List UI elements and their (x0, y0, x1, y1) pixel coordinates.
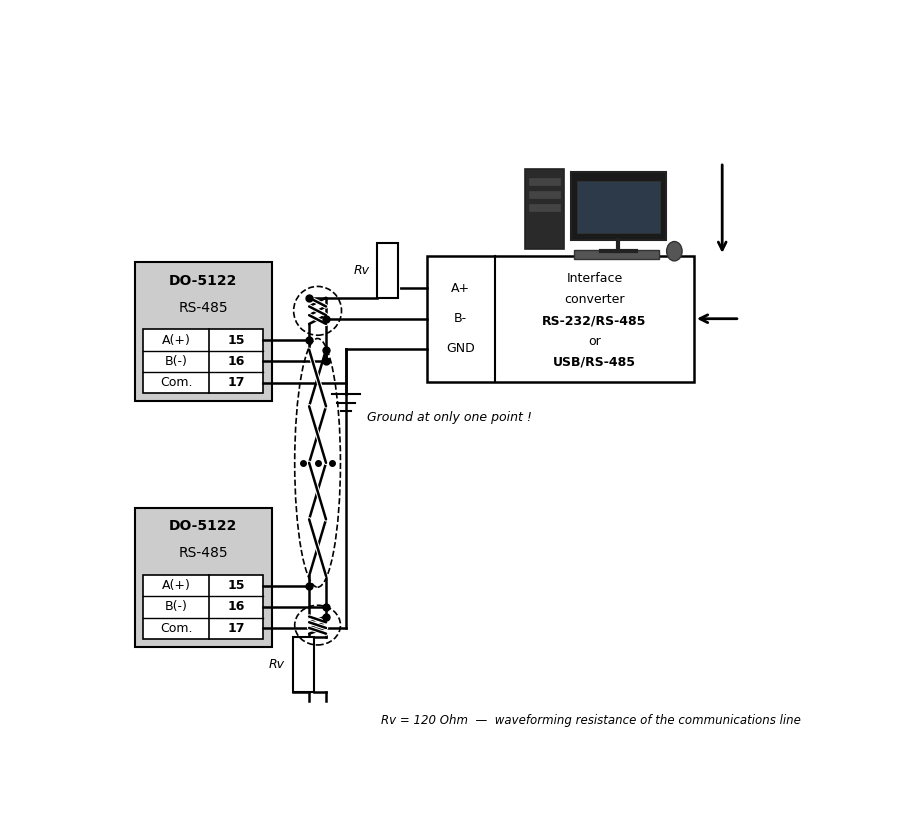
Text: RS-485: RS-485 (178, 546, 228, 560)
Ellipse shape (666, 242, 682, 261)
Bar (529, 204, 559, 211)
Text: B-: B- (454, 312, 468, 326)
Bar (378, 242, 399, 298)
Text: RS-485: RS-485 (178, 301, 228, 315)
Text: DO-5122: DO-5122 (169, 519, 237, 534)
Bar (577, 181, 660, 233)
Text: USB/RS-485: USB/RS-485 (553, 355, 636, 368)
Text: B(-): B(-) (164, 601, 188, 613)
Bar (529, 191, 559, 197)
Text: Com.: Com. (160, 622, 192, 634)
Bar (529, 178, 559, 185)
Text: 15: 15 (228, 334, 245, 347)
Bar (293, 637, 314, 692)
Text: Rv = 120 Ohm  —  waveforming resistance of the communications line: Rv = 120 Ohm — waveforming resistance of… (381, 714, 801, 727)
Bar (525, 169, 564, 249)
Text: Ground at only one point !: Ground at only one point ! (367, 411, 532, 424)
Text: GND: GND (447, 342, 475, 356)
Bar (427, 256, 694, 382)
Text: 17: 17 (228, 376, 245, 389)
Bar (134, 508, 271, 647)
Text: A(+): A(+) (162, 579, 191, 592)
Text: A(+): A(+) (162, 334, 191, 347)
Text: 17: 17 (228, 622, 245, 634)
Text: 15: 15 (228, 579, 245, 592)
Text: B(-): B(-) (164, 355, 188, 367)
Bar (571, 172, 666, 240)
Bar (134, 262, 271, 401)
Text: Rv: Rv (353, 263, 370, 277)
Text: 16: 16 (228, 355, 245, 367)
Bar (143, 575, 263, 638)
Text: or: or (588, 335, 601, 348)
Text: Interface: Interface (567, 272, 623, 285)
Text: RS-232/RS-485: RS-232/RS-485 (542, 315, 646, 328)
Text: DO-5122: DO-5122 (169, 274, 237, 288)
Text: Rv: Rv (269, 658, 285, 671)
Bar (143, 330, 263, 393)
Text: converter: converter (564, 294, 625, 306)
Text: Com.: Com. (160, 376, 192, 389)
Text: A+: A+ (451, 282, 470, 295)
Bar (575, 250, 659, 259)
Text: 16: 16 (228, 601, 245, 613)
